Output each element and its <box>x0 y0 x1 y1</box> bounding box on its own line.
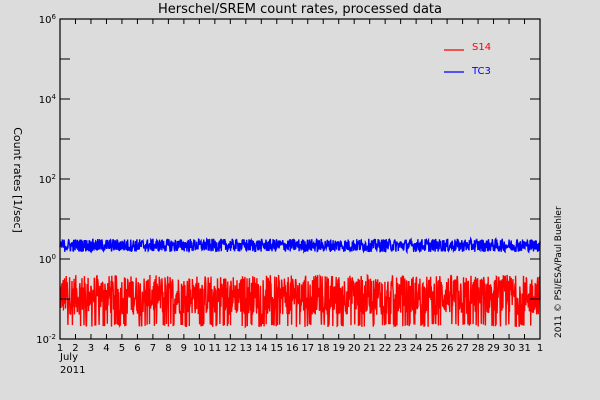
x-tick-label: 10 <box>193 343 206 354</box>
x-tick-label: 26 <box>441 343 454 354</box>
y-axis-label: Count rates [1/sec] <box>11 127 24 233</box>
x-tick-label: 27 <box>456 343 469 354</box>
x-tick-label: 20 <box>348 343 361 354</box>
x-tick-label: 19 <box>332 343 345 354</box>
x-tick-label: 3 <box>88 343 94 354</box>
y-tick-label: 10-2 <box>36 333 56 346</box>
x-tick-label: 21 <box>363 343 376 354</box>
x-tick-label: 8 <box>165 343 171 354</box>
copyright-annotation: 2011 © PSI/ESA/Paul Buehler <box>554 206 564 338</box>
x-tick-label: 6 <box>134 343 140 354</box>
s14-series-line <box>59 273 541 329</box>
x-tick-label: 31 <box>518 343 531 354</box>
x-tick-label: 11 <box>208 343 221 354</box>
x-tick-label: 30 <box>503 343 516 354</box>
x-tick-label: 1 <box>57 343 63 354</box>
x-tick-label: 18 <box>317 343 330 354</box>
x-tick-label: 14 <box>255 343 268 354</box>
x-tick-label: 1 <box>537 343 543 354</box>
x-axis-year-label: 2011 <box>60 365 86 376</box>
x-tick-label: 29 <box>487 343 500 354</box>
x-tick-label: 17 <box>301 343 314 354</box>
x-tick-label: 12 <box>224 343 237 354</box>
tc3-series-line <box>59 236 541 255</box>
x-tick-label: 16 <box>286 343 299 354</box>
x-tick-label: 23 <box>394 343 407 354</box>
x-tick-label: 7 <box>150 343 156 354</box>
y-tick-label: 102 <box>39 173 56 186</box>
x-tick-label: 4 <box>103 343 109 354</box>
legend-label-tc3: TC3 <box>472 66 491 77</box>
x-tick-label: 13 <box>239 343 252 354</box>
x-tick-label: 25 <box>425 343 438 354</box>
x-tick-label: 2 <box>72 343 78 354</box>
x-axis-month-label: July <box>60 352 78 363</box>
legend-label-s14: S14 <box>472 42 492 53</box>
x-tick-label: 15 <box>270 343 283 354</box>
chart-title: Herschel/SREM count rates, processed dat… <box>158 2 442 17</box>
x-tick-label: 24 <box>410 343 423 354</box>
x-tick-label: 28 <box>472 343 485 354</box>
y-tick-label: 100 <box>39 253 56 266</box>
x-tick-label: 22 <box>379 343 392 354</box>
x-tick-label: 9 <box>181 343 187 354</box>
x-tick-label: 5 <box>119 343 125 354</box>
y-tick-label: 104 <box>39 93 57 106</box>
